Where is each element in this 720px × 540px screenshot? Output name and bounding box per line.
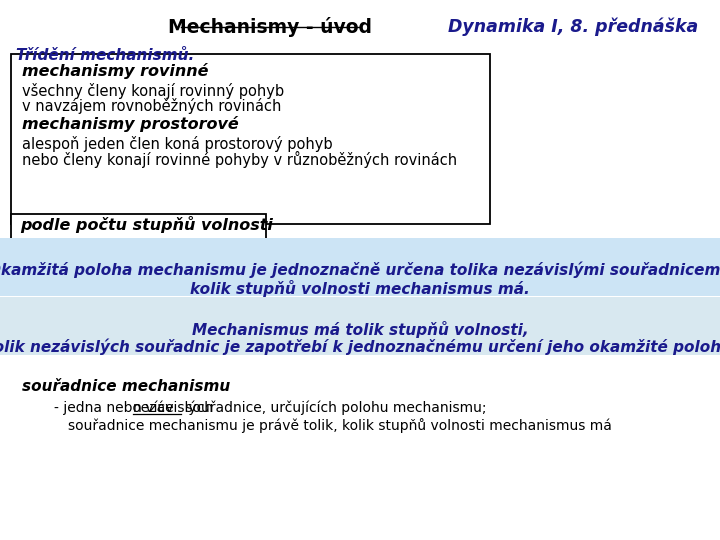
Text: mechanismy prostorové: mechanismy prostorové [22, 116, 238, 132]
Text: kolik stupňů volnosti mechanismus má.: kolik stupňů volnosti mechanismus má. [190, 280, 530, 296]
Text: Třídění mechanismů.: Třídění mechanismů. [16, 48, 194, 63]
Text: Okamžitá poloha mechanismu je jednoznačně určena tolika nezávislými souřadnicemi: Okamžitá poloha mechanismu je jednoznačn… [0, 261, 720, 278]
Text: Dynamika I, 8. přednáška: Dynamika I, 8. přednáška [448, 17, 698, 36]
Text: alespoň jeden člen koná prostorový pohyb: alespoň jeden člen koná prostorový pohyb [22, 136, 332, 152]
FancyBboxPatch shape [0, 238, 720, 296]
Text: souřadnice mechanismu je právě tolik, kolik stupňů volnosti mechanismus má: souřadnice mechanismu je právě tolik, ko… [68, 418, 612, 433]
Text: souřadnice mechanismu: souřadnice mechanismu [22, 379, 230, 394]
Text: kolik nezávislých souřadnic je zapotřebí k jednoznačnému určení jeho okamžité po: kolik nezávislých souřadnic je zapotřebí… [0, 339, 720, 355]
Text: souřadnice, určujících polohu mechanismu;: souřadnice, určujících polohu mechanismu… [181, 401, 487, 415]
Text: - jedna nebo více: - jedna nebo více [54, 401, 178, 415]
FancyBboxPatch shape [11, 54, 490, 224]
FancyBboxPatch shape [0, 297, 720, 355]
FancyBboxPatch shape [11, 214, 266, 240]
Text: nezávislých: nezávislých [133, 401, 214, 415]
Text: Mechanismus má tolik stupňů volnosti,: Mechanismus má tolik stupňů volnosti, [192, 321, 528, 338]
Text: nebo členy konají rovinné pohyby v různoběžných rovinách: nebo členy konají rovinné pohyby v různo… [22, 151, 456, 168]
Text: mechanismy rovinné: mechanismy rovinné [22, 63, 208, 79]
Text: podle počtu stupňů volnosti: podle počtu stupňů volnosti [20, 216, 273, 233]
Text: v navzájem rovnoběžných rovinách: v navzájem rovnoběžných rovinách [22, 98, 281, 114]
Text: všechny členy konají rovinný pohyb: všechny členy konají rovinný pohyb [22, 83, 284, 99]
Text: Mechanismy - úvod: Mechanismy - úvod [168, 17, 372, 37]
